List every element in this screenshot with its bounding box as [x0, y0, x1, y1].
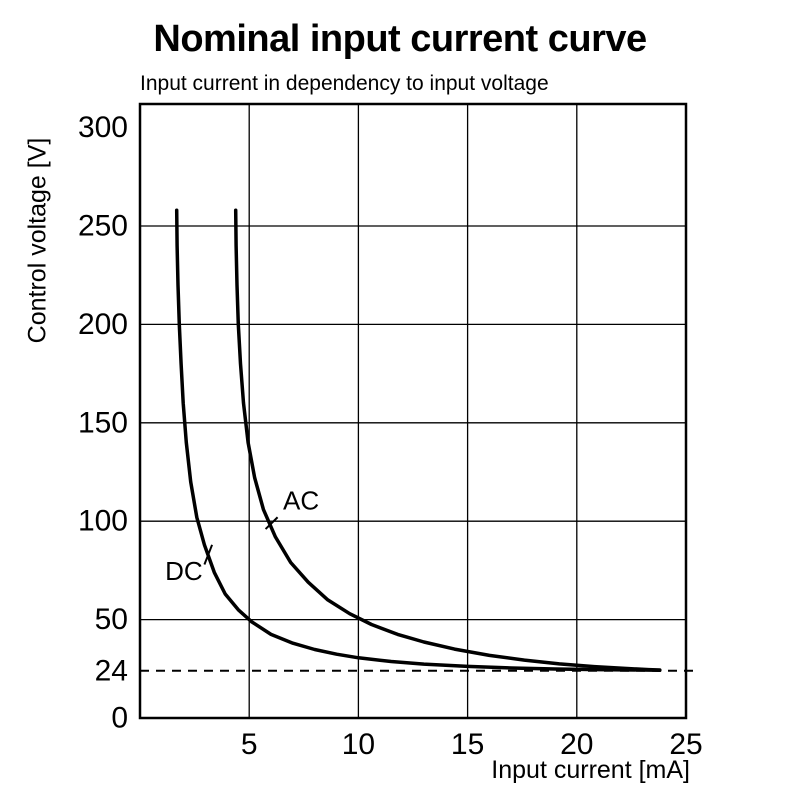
y-tick-label: 250 — [78, 210, 128, 243]
y-tick-label: 24 — [95, 654, 128, 687]
series-label-leader — [203, 544, 214, 565]
x-tick-label: 15 — [451, 728, 484, 761]
y-tick-label: 300 — [78, 111, 128, 144]
chart-title: Nominal input current curve — [153, 18, 647, 60]
series-label-ac: AC — [283, 485, 319, 515]
plot-border — [138, 102, 688, 720]
y-tick-label: 0 — [111, 702, 128, 735]
curve-ac — [233, 208, 662, 672]
x-axis-label: Input current [mA] — [491, 756, 690, 784]
y-tick-label: 100 — [78, 505, 128, 538]
y-tick-label: 50 — [95, 603, 128, 636]
x-tick-label: 25 — [669, 728, 702, 761]
y-tick-label: 200 — [78, 308, 128, 341]
x-tick-label: 10 — [342, 728, 375, 761]
curve-dc — [174, 208, 662, 672]
chart-subtitle: Input current in dependency to input vol… — [140, 72, 549, 95]
x-tick-label: 20 — [560, 728, 593, 761]
y-tick-label: 150 — [78, 406, 128, 439]
series-label-leader — [264, 516, 279, 530]
x-tick-label: 5 — [241, 728, 258, 761]
series-label-dc: DC — [165, 556, 203, 586]
